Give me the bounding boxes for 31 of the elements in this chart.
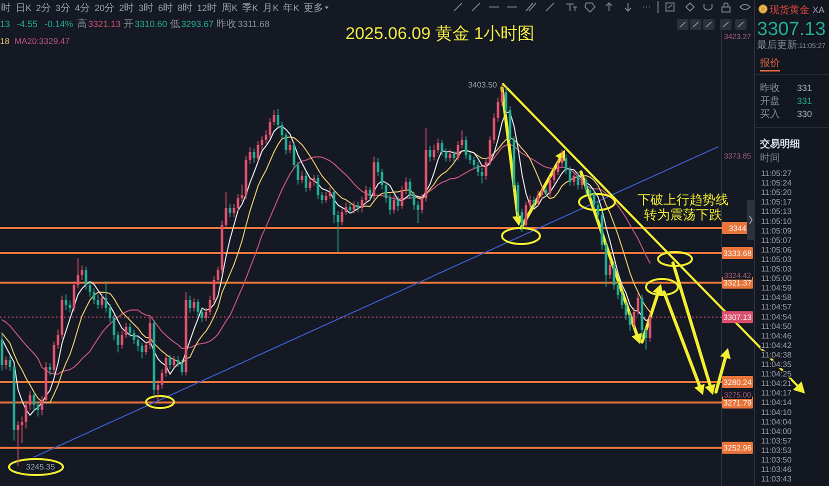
text: XA xyxy=(812,5,825,15)
annotation: 下破上行趋势线 xyxy=(638,192,728,207)
annotation: 3403.50 xyxy=(468,80,498,90)
text: 买入 xyxy=(760,108,780,120)
text: 3311.68 xyxy=(238,19,270,29)
text: 交易明细 xyxy=(759,138,800,150)
text: 331 xyxy=(797,83,812,93)
text: 13 xyxy=(0,19,10,29)
text: 3307.13 xyxy=(757,19,826,40)
text: 3293.67 xyxy=(181,19,214,29)
annotation: 低 xyxy=(170,19,180,30)
text: 现货黄金 xyxy=(770,4,810,16)
annotation: 转为震荡下跌 xyxy=(644,207,722,222)
text: 3321.13 xyxy=(88,19,121,29)
annotation: 18 xyxy=(0,36,10,46)
annotation: 开 xyxy=(124,19,134,30)
text: -0.14% xyxy=(44,19,74,29)
annotation: 昨收 xyxy=(216,18,237,30)
text: 时间 xyxy=(760,152,780,164)
text: 时 日K 2分 3分 4分 20分 2时 3时 6时 8时 12时 周K 季K 月K 年K 更多 xyxy=(1,3,324,14)
text: 开盘 xyxy=(760,95,780,107)
text: 330 xyxy=(797,109,812,119)
text: 3310.60 xyxy=(134,19,168,29)
annotation: MA20:3329.47 xyxy=(14,36,70,46)
text: 331 xyxy=(797,96,812,106)
text: -4.55 xyxy=(17,19,38,29)
annotation: 3245.35 xyxy=(26,462,56,472)
chart-title: 2025.06.09 黄金 1小时图 xyxy=(346,24,534,43)
annotation: 高 xyxy=(77,18,88,30)
text: 报价 xyxy=(759,57,780,69)
text: 昨收 xyxy=(760,82,780,94)
